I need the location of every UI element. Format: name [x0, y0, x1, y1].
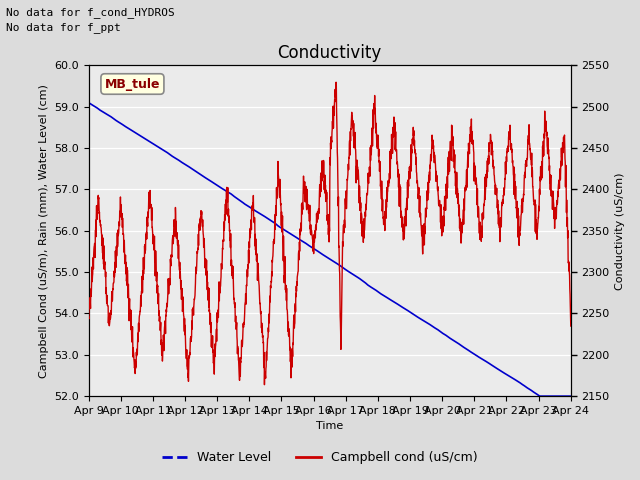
Text: No data for f_cond_HYDROS: No data for f_cond_HYDROS	[6, 7, 175, 18]
Y-axis label: Conductivity (uS/cm): Conductivity (uS/cm)	[615, 172, 625, 289]
Text: MB_tule: MB_tule	[105, 77, 160, 91]
Legend: Water Level, Campbell cond (uS/cm): Water Level, Campbell cond (uS/cm)	[157, 446, 483, 469]
Text: No data for f_ppt: No data for f_ppt	[6, 22, 121, 33]
Y-axis label: Campbell Cond (uS/m), Rain (mm), Water Level (cm): Campbell Cond (uS/m), Rain (mm), Water L…	[38, 84, 49, 378]
X-axis label: Time: Time	[316, 421, 343, 432]
Title: Conductivity: Conductivity	[278, 45, 382, 62]
